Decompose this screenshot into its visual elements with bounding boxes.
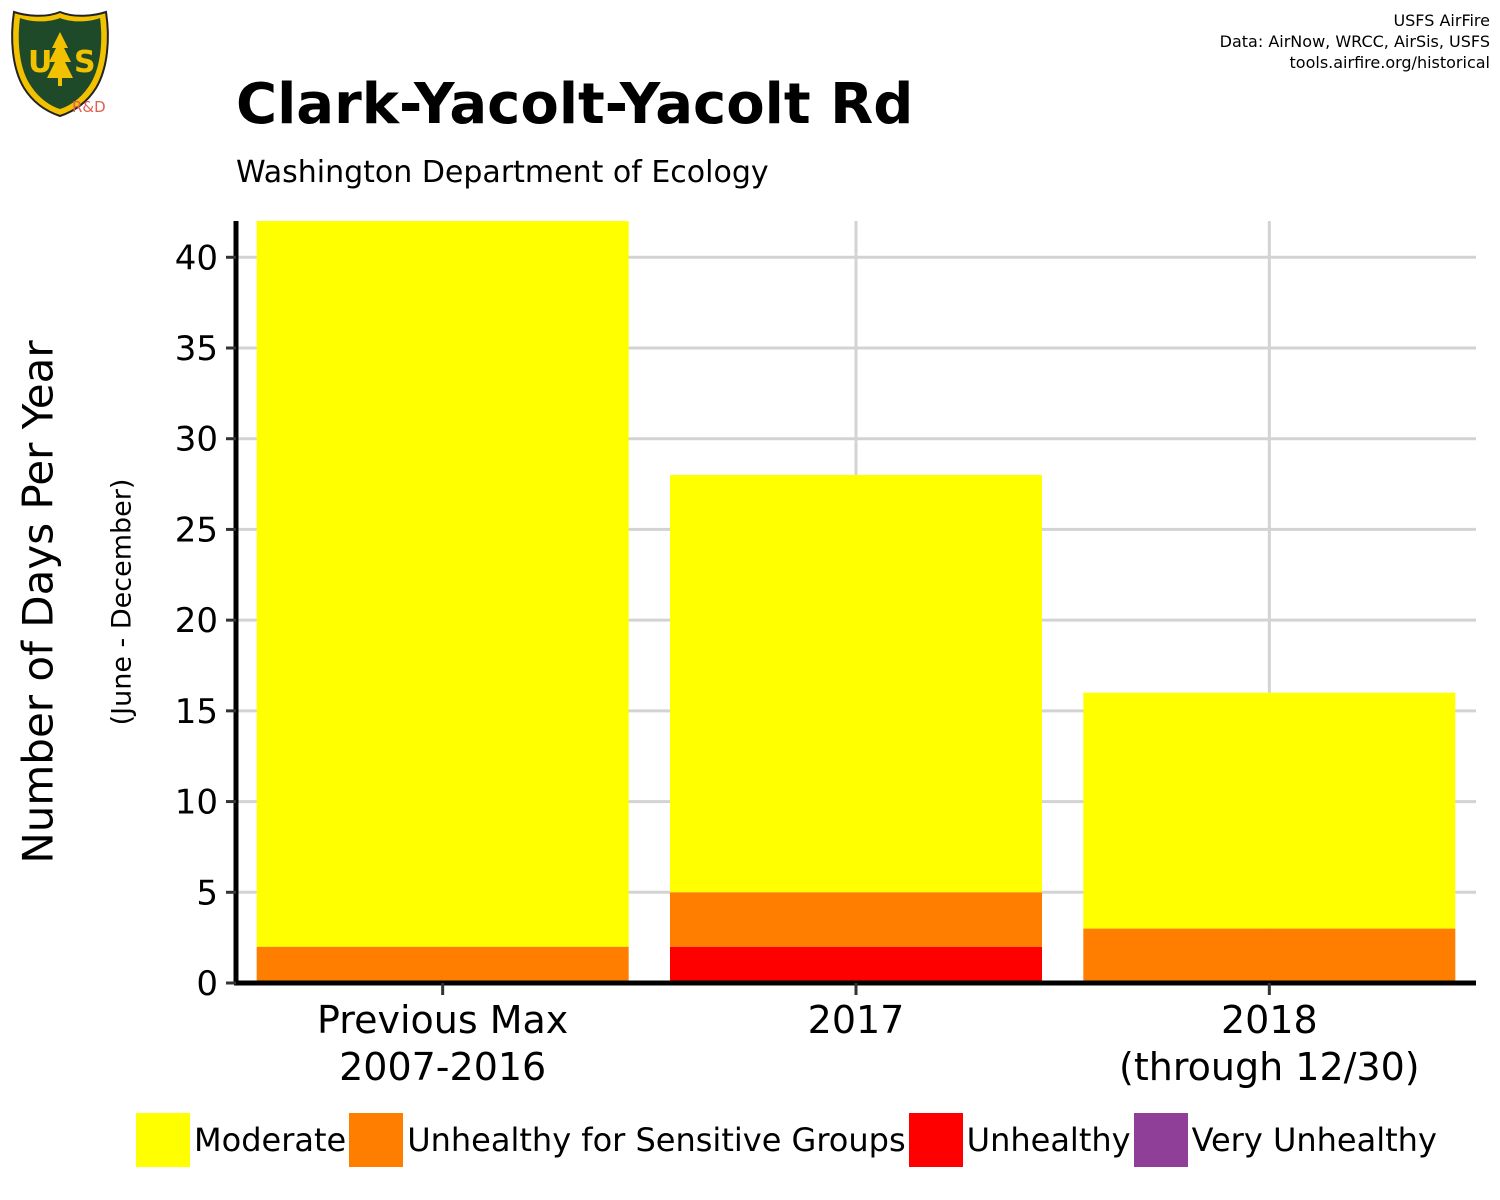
bar-segment-moderate	[1083, 692, 1456, 929]
credit-line: Data: AirNow, WRCC, AirSis, USFS	[1219, 32, 1490, 51]
x-category-label: 2018	[1221, 998, 1318, 1042]
legend-item-usg: Unhealthy for Sensitive Groups	[349, 1113, 906, 1167]
legend-item-moderate: Moderate	[136, 1113, 346, 1167]
legend-label: Moderate	[194, 1121, 347, 1159]
svg-text:S: S	[74, 45, 96, 80]
y-tick-label: 0	[196, 964, 218, 1004]
x-category-label: (through 12/30)	[1119, 1045, 1420, 1089]
legend-label: Unhealthy for Sensitive Groups	[407, 1121, 906, 1159]
x-category-label: Previous Max	[317, 998, 568, 1042]
legend-swatch	[136, 1113, 190, 1167]
chart-subtitle: Washington Department of Ecology	[236, 155, 769, 190]
svg-text:U: U	[28, 45, 52, 80]
credits: USFS AirFire Data: AirNow, WRCC, AirSis,…	[1220, 10, 1490, 73]
y-tick-label: 25	[175, 510, 218, 550]
legend-swatch	[908, 1113, 963, 1167]
x-category-label: 2017	[808, 998, 905, 1042]
y-tick-label: 5	[196, 873, 218, 913]
usfs-shield-logo-icon: U S	[11, 10, 109, 118]
legend-item-very-unhealthy: Very Unhealthy	[1133, 1113, 1437, 1167]
legend-swatch	[1133, 1113, 1188, 1167]
chart-title: Clark-Yacolt-Yacolt Rd	[236, 72, 914, 137]
bar-segment-unhealthy-for-sensitive-groups	[670, 892, 1042, 947]
y-tick-label: 10	[175, 783, 218, 823]
legend-item-unhealthy: Unhealthy	[908, 1113, 1131, 1167]
legend-label: Very Unhealthy	[1191, 1121, 1437, 1159]
y-tick-label: 20	[175, 601, 218, 641]
y-tick-label: 35	[175, 329, 218, 369]
y-tick-label: 40	[175, 238, 218, 278]
y-tick-label: 30	[175, 420, 218, 460]
legend-swatch	[349, 1113, 404, 1167]
bar-segment-unhealthy-for-sensitive-groups	[1083, 928, 1456, 983]
legend: Moderate Unhealthy for Sensitive Groups …	[136, 1112, 1440, 1168]
bar-segment-moderate	[670, 475, 1042, 893]
y-tick-label: 15	[175, 692, 218, 732]
credit-line: tools.airfire.org/historical	[1289, 53, 1490, 72]
bar-segment-unhealthy-for-sensitive-groups	[256, 946, 629, 983]
logo-badge: R&D	[72, 98, 106, 116]
legend-label: Unhealthy	[966, 1121, 1131, 1159]
x-category-label: 2007-2016	[339, 1045, 546, 1089]
bar-segment-unhealthy	[670, 946, 1042, 983]
credit-line: USFS AirFire	[1393, 11, 1490, 30]
bar-segment-moderate	[256, 221, 629, 947]
